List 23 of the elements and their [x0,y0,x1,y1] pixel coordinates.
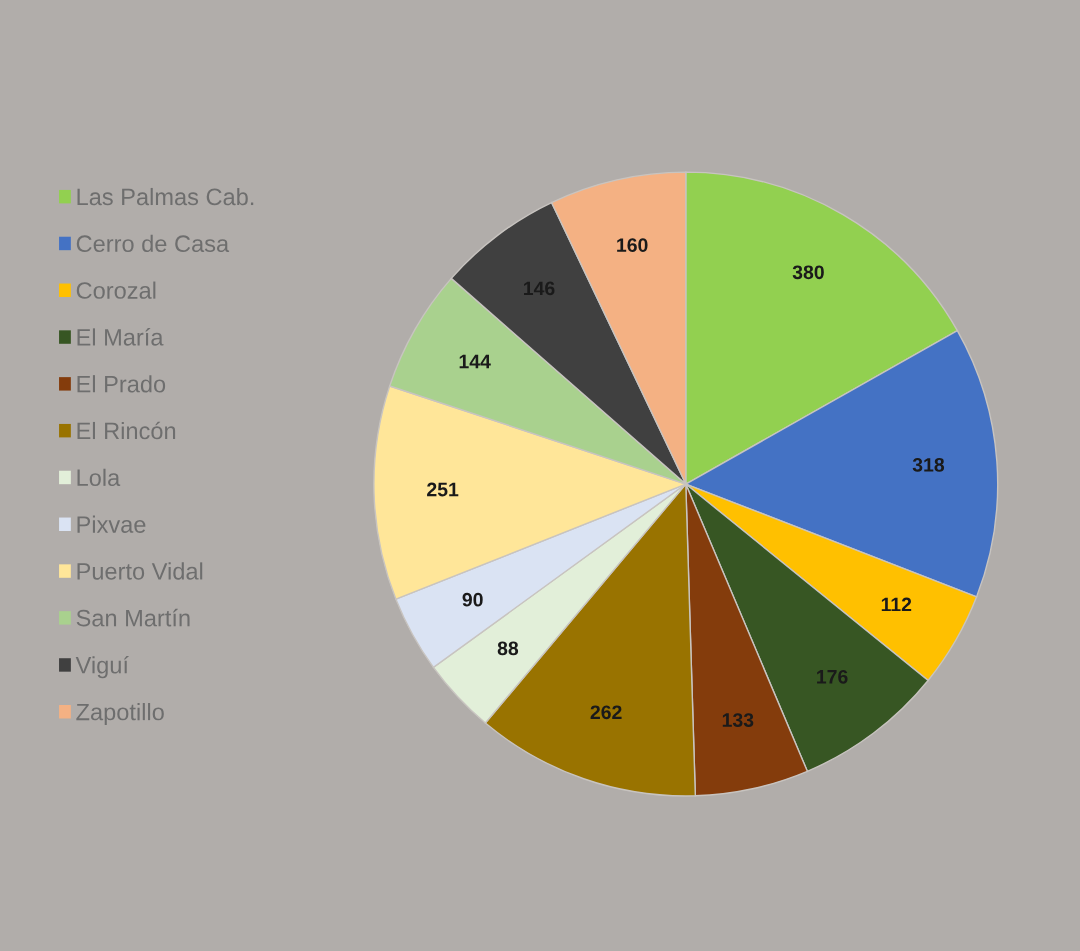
legend-label: Viguí [75,655,129,679]
data-label: 176 [817,669,848,684]
data-label: 112 [881,597,912,612]
legend-label: Las Palmas Cab. [77,187,254,206]
legend-label: Cerro de Casa [76,234,230,253]
legend-label: San Martín [76,608,190,627]
legend-label: El Prado [77,375,166,393]
legend-label: Pixvae [77,515,146,533]
data-label: 133 [722,713,754,727]
legend-label: El Rincón [77,421,176,440]
legend-label: Lola [77,468,121,487]
legend-label: El María [77,328,164,346]
data-label: 160 [617,238,648,252]
data-label: 380 [792,265,824,280]
legend-label: Zapotillo [76,703,164,726]
data-label: 262 [590,705,622,720]
data-label: 318 [912,457,945,472]
data-label: 90 [462,592,483,607]
data-label: 144 [459,354,491,369]
data-label: 88 [497,641,519,656]
legend-label: Corozal [76,281,156,299]
legend-label: Puerto Vidal [77,562,203,580]
data-label: 251 [427,482,459,497]
